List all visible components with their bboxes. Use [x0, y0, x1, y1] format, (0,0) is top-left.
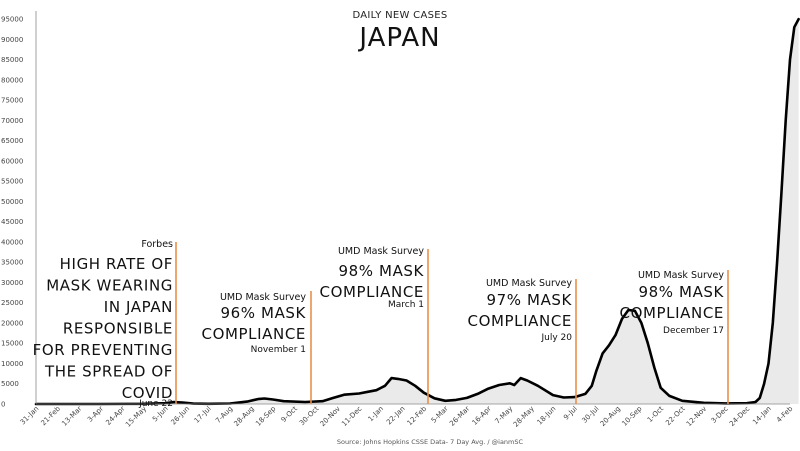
y-tick-label: 90000 — [1, 36, 23, 44]
annotation-source: UMD Mask Survey — [486, 278, 572, 289]
x-tick-label: 11-Dec — [340, 405, 363, 428]
annotation-text: COMPLIANCE — [320, 283, 424, 301]
annotation-date: December 17 — [663, 326, 724, 336]
x-tick-label: 4-Feb — [775, 404, 795, 424]
x-tick-label: 7-Aug — [214, 405, 234, 425]
annotation-source: UMD Mask Survey — [220, 292, 306, 303]
x-tick-label: 1-Jan — [367, 405, 386, 424]
x-tick-label: 1-Oct — [646, 405, 665, 424]
x-tick-label: 14-Jan — [751, 405, 773, 427]
chart-subtitle: JAPAN — [357, 23, 440, 53]
x-tick-label: 3-Dec — [710, 405, 730, 425]
x-tick-label: 28-Aug — [233, 405, 256, 428]
annotation-text: FOR PREVENTING — [33, 341, 173, 359]
y-tick-label: 45000 — [1, 218, 23, 226]
x-tick-label: 18-Jun — [536, 405, 558, 427]
y-tick-label: 55000 — [1, 178, 23, 186]
annotation-source: UMD Mask Survey — [338, 246, 424, 257]
annotation-text: COVID — [122, 384, 173, 402]
y-tick-label: 95000 — [1, 16, 23, 24]
y-tick-label: 10000 — [1, 360, 23, 368]
x-tick-label: 30-Oct — [298, 405, 321, 428]
x-tick-label: 31-Jan — [19, 405, 41, 427]
annotation-source: Forbes — [141, 239, 173, 250]
y-tick-label: 0 — [1, 401, 5, 409]
annotation-text: THE SPREAD OF — [44, 363, 173, 381]
series-line — [34, 17, 800, 406]
annotation-text: COMPLIANCE — [620, 304, 724, 322]
x-tick-label: 24-Dec — [728, 405, 751, 428]
y-tick-label: 25000 — [1, 299, 23, 307]
annotation-text: COMPLIANCE — [202, 325, 306, 343]
x-tick-label: 13-Mar — [60, 405, 83, 428]
annotation-text: 98% MASK — [639, 283, 725, 301]
y-tick-label: 85000 — [1, 56, 23, 64]
annotation-date: June 22 — [138, 399, 173, 409]
annotation-text: 98% MASK — [339, 262, 425, 280]
x-tick-label: 9-Jul — [562, 405, 579, 422]
x-tick-label: 10-Sep — [621, 404, 644, 427]
x-tick-label: 18-Sep — [254, 404, 277, 427]
x-tick-label: 9-Oct — [280, 405, 299, 424]
y-tick-label: 75000 — [1, 97, 23, 105]
x-tick-label: 16-Apr — [471, 405, 493, 427]
y-tick-label: 50000 — [1, 198, 23, 206]
annotation-text: HIGH RATE OF — [60, 255, 173, 273]
x-tick-label: 30-Jul — [581, 405, 601, 425]
y-tick-label: 80000 — [1, 76, 23, 84]
y-tick-label: 30000 — [1, 279, 23, 287]
y-tick-label: 60000 — [1, 157, 23, 165]
annotation-text: RESPONSIBLE — [63, 320, 173, 338]
x-tick-label: 5-Mar — [430, 405, 450, 425]
annotation-text: IN JAPAN — [104, 298, 173, 316]
source-note: Source: Johns Hopkins CSSE Data- 7 Day A… — [337, 438, 524, 446]
annotation-text: COMPLIANCE — [468, 312, 572, 330]
annotation-layer: Forbes HIGH RATE OF MASK WEARING IN JAPAN RE… — [33, 239, 729, 409]
x-tick-label: 17-Jul — [193, 405, 213, 425]
annotation-date: March 1 — [388, 300, 424, 310]
y-tick-label: 20000 — [1, 319, 23, 327]
annotation-source: UMD Mask Survey — [638, 270, 724, 281]
chart-title: DAILY NEW CASES — [352, 10, 447, 21]
annotation-text: MASK WEARING — [46, 277, 173, 295]
area-layer — [34, 17, 800, 406]
x-tick-label: 21-Feb — [39, 404, 62, 427]
x-tick-label: 20-Aug — [599, 405, 622, 428]
x-tick-label: 3-Apr — [86, 405, 105, 424]
x-tick-label: 20-Nov — [319, 405, 342, 428]
y-tick-label: 70000 — [1, 117, 23, 125]
x-tick-label: 22-Jan — [385, 405, 407, 427]
y-tick-label: 65000 — [1, 137, 23, 145]
y-tick-label: 40000 — [1, 238, 23, 246]
annotation-date: November 1 — [251, 345, 306, 355]
y-tick-label: 35000 — [1, 259, 23, 267]
x-tick-label: 26-Mar — [448, 405, 471, 428]
annotation-text: 97% MASK — [487, 291, 573, 309]
x-tick-label: 12-Nov — [685, 405, 708, 428]
annotation-date: July 20 — [541, 333, 573, 343]
annotation-text: 96% MASK — [221, 304, 307, 322]
y-tick-label: 5000 — [1, 380, 19, 388]
x-tick-label: 22-Oct — [664, 405, 687, 428]
x-tick-label: 28-May — [512, 405, 536, 429]
y-tick-label: 15000 — [1, 340, 23, 348]
x-tick-label: 12-Feb — [406, 404, 429, 427]
